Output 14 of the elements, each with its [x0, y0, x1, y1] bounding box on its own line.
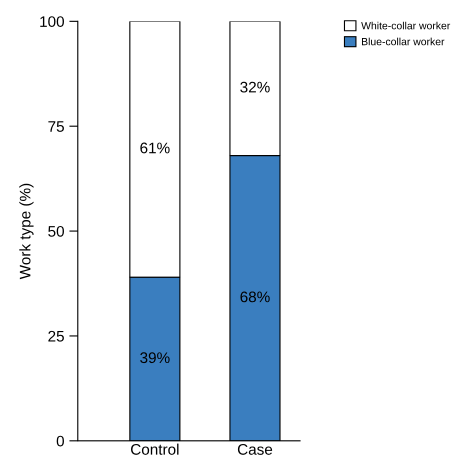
- y-tick-label: 100: [40, 16, 64, 28]
- y-tick-label: 0: [56, 436, 64, 447]
- data-label: 39%: [140, 352, 170, 364]
- data-label: 32%: [240, 82, 270, 93]
- legend-label: Blue-collar worker: [362, 38, 444, 46]
- y-tick-label: 75: [48, 121, 64, 132]
- y-tick-label: 50: [48, 226, 64, 237]
- legend-label: White-collar worker: [361, 22, 450, 30]
- x-tick-label: Control: [131, 444, 178, 455]
- y-tick-label: 25: [48, 330, 64, 342]
- y-axis-title: Work type (%): [19, 184, 34, 280]
- data-label: 61%: [140, 142, 170, 154]
- data-label: 68%: [240, 291, 270, 302]
- x-tick-label: Case: [238, 444, 272, 455]
